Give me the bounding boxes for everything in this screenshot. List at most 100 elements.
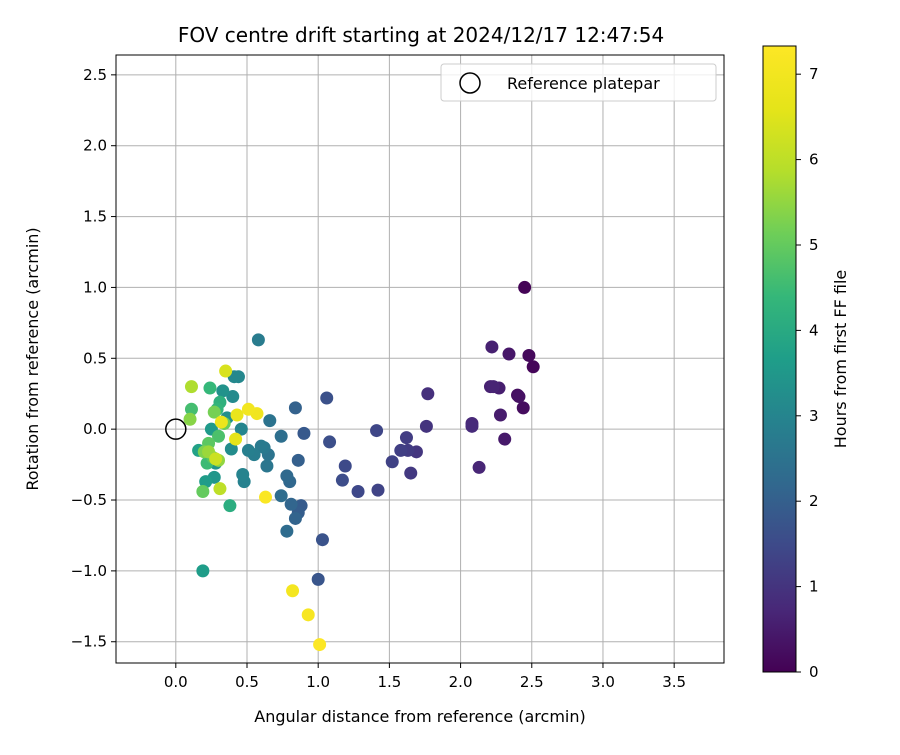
x-tick-label: 2.0 [449,673,473,691]
data-point [196,564,210,578]
data-point [280,469,294,483]
colorbar-tick-label: 4 [809,321,819,339]
data-point [320,391,334,405]
data-point [371,483,385,497]
x-axis-ticks: 0.0 0.5 1.0 1.5 2.0 2.5 3.0 3.5 [164,663,686,691]
data-point [213,482,227,496]
data-point [274,489,288,503]
data-point [214,415,228,429]
chart-title: FOV centre drift starting at 2024/12/17 … [178,23,664,47]
data-point [184,402,198,416]
data-point [224,442,238,456]
y-tick-label: 2.0 [83,137,107,155]
y-tick-label: 1.0 [83,278,107,296]
data-point [236,468,250,482]
data-point [421,387,435,401]
data-points [183,280,540,652]
y-tick-label: 0.5 [83,349,107,367]
data-point [212,429,226,443]
data-point [241,443,255,457]
data-point [288,401,302,415]
data-point [229,432,243,446]
colorbar: 0 1 2 3 4 5 6 7 Hours from first FF file [762,45,850,681]
data-point [472,460,486,474]
colorbar-tick-label: 7 [809,65,819,83]
data-point [286,584,300,598]
colorbar-gradient [762,45,797,673]
data-point [251,333,265,347]
data-point [254,439,268,453]
data-point [288,511,302,525]
data-point [335,473,349,487]
data-point [219,364,233,378]
y-tick-label: 0.0 [83,420,107,438]
data-point [522,348,536,362]
y-axis-ticks: −1.5 −1.0 −0.5 0.0 0.5 1.0 1.5 2.0 2.5 [71,66,116,651]
data-point [404,466,418,480]
x-tick-label: 3.5 [662,673,686,691]
x-tick-label: 2.5 [520,673,544,691]
data-point [284,497,298,511]
data-point [274,429,288,443]
colorbar-label: Hours from first FF file [831,270,850,449]
data-point [203,381,217,395]
plot-frame [115,54,725,664]
data-point [183,412,197,426]
data-point [226,390,240,404]
legend-marker [459,72,481,94]
data-point [385,455,399,469]
x-tick-label: 0.5 [235,673,259,691]
data-point [465,419,479,433]
data-point [512,390,526,404]
data-point [260,459,274,473]
y-tick-label: −0.5 [71,491,107,509]
data-point [338,459,352,473]
colorbar-tick-label: 2 [809,492,819,510]
data-point [263,414,277,428]
y-tick-label: −1.5 [71,633,107,651]
colorbar-tick-label: 5 [809,236,819,254]
data-point [351,485,365,499]
legend-entry: Reference platepar [507,74,660,93]
colorbar-ticks: 0 1 2 3 4 5 6 7 [796,65,819,681]
data-point [493,408,507,422]
data-point [311,572,325,586]
y-axis-label: Rotation from reference (arcmin) [23,227,42,490]
data-point [234,422,248,436]
data-point [230,408,244,422]
x-tick-label: 3.0 [591,673,615,691]
x-tick-label: 1.5 [377,673,401,691]
x-axis-label: Angular distance from reference (arcmin) [254,707,585,726]
data-point [207,405,221,419]
data-point [370,424,384,438]
data-point [419,419,433,433]
x-tick-label: 0.0 [164,673,188,691]
data-point [216,384,230,398]
data-point [486,380,500,394]
data-point [259,490,273,504]
colorbar-tick-label: 0 [809,663,819,681]
data-point [280,524,294,538]
data-point [526,360,540,374]
data-point [502,347,516,361]
data-point [323,435,337,449]
data-point [485,340,499,354]
data-point [518,280,532,294]
data-point [196,485,210,499]
colorbar-tick-label: 6 [809,151,819,169]
colorbar-tick-label: 1 [809,578,819,596]
data-point [209,452,223,466]
y-tick-label: 1.5 [83,208,107,226]
data-point [291,453,305,467]
data-point [301,608,315,622]
data-point [399,431,413,445]
legend: Reference platepar [440,63,717,102]
data-point [223,499,237,513]
reference-platepar-marker [165,418,187,440]
data-point [498,432,512,446]
y-tick-label: −1.0 [71,562,107,580]
data-point [516,401,530,415]
data-point [394,443,408,457]
data-point [297,426,311,440]
